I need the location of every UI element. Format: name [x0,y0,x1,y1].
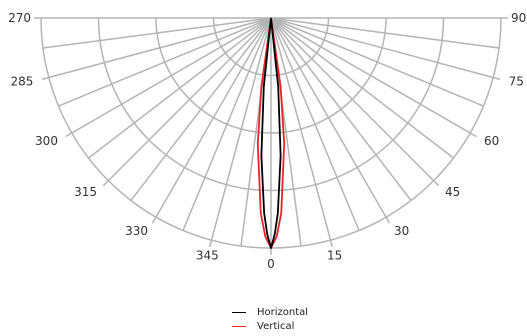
legend-swatch-horizontal [232,311,246,313]
grid-spoke [270,17,387,218]
legend-label-horizontal: Horizontal [257,306,309,318]
angle-tick-label-0: 0 [267,257,275,271]
angle-tick [329,239,334,248]
grid-spoke [270,17,471,134]
grid-spoke [270,17,412,201]
grid-spoke [270,17,332,241]
legend-item-horizontal: Horizontal [232,305,308,319]
angle-tick [208,239,213,248]
legend-label-vertical: Vertical [257,320,295,332]
angle-tick [433,180,440,187]
grid-spoke [182,17,272,231]
angle-tick [492,76,501,81]
polar-grid [34,17,508,255]
grid-spoke [130,17,272,201]
angle-tick [469,132,477,138]
angle-tick-label-270: 270 [8,11,31,25]
angle-tick-label-45: 45 [445,185,460,199]
angle-tick [102,180,109,187]
grid-spoke [58,17,272,107]
angle-tick-label-15: 15 [327,249,342,263]
angle-tick-label-60: 60 [484,134,499,148]
series-layer [256,17,286,249]
angle-tick-label-345: 345 [196,249,219,263]
grid-spoke [270,17,360,231]
series-line-horizontal [260,17,282,249]
angle-tick [151,216,157,224]
angle-tick-label-90: 90 [511,11,526,25]
angle-tick-label-30: 30 [394,224,409,238]
angle-tick [385,216,391,224]
angle-tick-label-285: 285 [10,75,33,89]
angle-tick-labels: 270 285 300 315 330 345 0 15 30 45 60 75 90 [8,11,526,271]
angle-tick [65,132,73,138]
grid-spoke [155,17,272,218]
grid-spoke [107,17,272,182]
angle-tick [41,76,50,81]
legend: Horizontal Vertical [232,305,308,333]
grid-spoke [210,17,272,241]
grid-spoke [270,17,435,182]
grid-spoke [42,17,272,49]
angle-tick-label-75: 75 [509,75,524,89]
angle-tick-label-315: 315 [74,185,97,199]
grid-spoke [71,17,272,134]
legend-item-vertical: Vertical [232,319,308,333]
grid-spoke [270,17,494,79]
grid-spoke [270,17,454,159]
grid-spoke [270,17,500,49]
grid-spoke [48,17,272,79]
angle-tick-label-300: 300 [35,134,58,148]
angle-tick-label-330: 330 [125,224,148,238]
grid-spoke [88,17,272,159]
legend-swatch-vertical [232,325,246,327]
grid-spoke [270,17,484,107]
